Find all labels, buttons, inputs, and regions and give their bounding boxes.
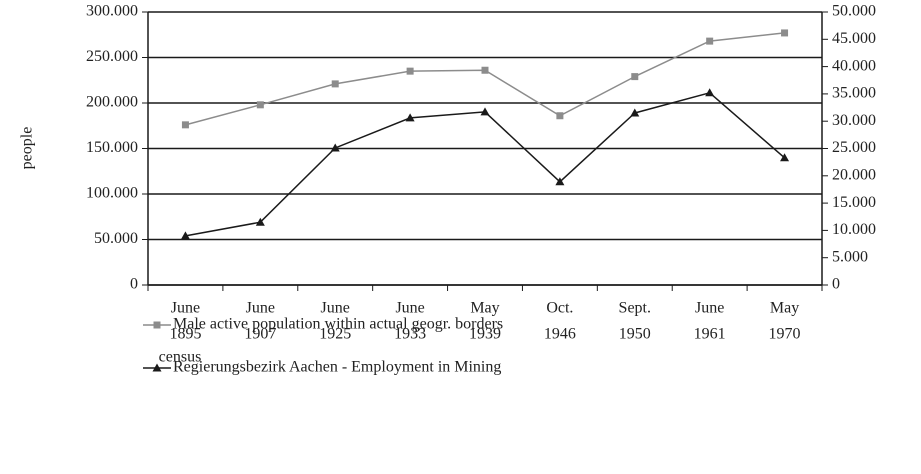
marker xyxy=(180,231,190,240)
x-tick-label: June xyxy=(695,300,724,317)
x-tick-label: 1970 xyxy=(769,326,801,343)
marker xyxy=(480,107,490,116)
x-tick-label: May xyxy=(470,300,499,317)
marker xyxy=(181,121,189,129)
y2-tick-label: 35.000 xyxy=(832,85,876,102)
x-tick-label: 1939 xyxy=(469,326,501,343)
marker xyxy=(406,67,414,75)
y2-tick-label: 25.000 xyxy=(832,139,876,156)
marker xyxy=(405,113,415,122)
marker xyxy=(153,321,161,329)
marker xyxy=(255,217,265,226)
y2-tick-label: 40.000 xyxy=(832,57,876,74)
x-tick-label: June xyxy=(395,300,424,317)
marker xyxy=(706,37,714,45)
x-tick-label: June xyxy=(171,300,200,317)
x-tick-label: Oct. xyxy=(546,300,573,317)
x-tick-label: 1950 xyxy=(619,326,651,343)
y-tick-label: 50.000 xyxy=(94,230,138,247)
y2-tick-label: 5.000 xyxy=(832,248,868,265)
x-tick-label: 1907 xyxy=(244,326,276,343)
marker xyxy=(556,112,564,120)
x-axis-label: census xyxy=(159,349,202,366)
marker xyxy=(256,101,264,109)
y2-tick-label: 45.000 xyxy=(832,30,876,47)
legend-label: Male active population within actual geo… xyxy=(173,316,503,333)
marker xyxy=(555,177,565,186)
x-tick-label: 1895 xyxy=(169,326,201,343)
x-tick-label: Sept. xyxy=(619,300,651,317)
y2-tick-label: 15.000 xyxy=(832,194,876,211)
x-tick-label: 1946 xyxy=(544,326,576,343)
y-tick-label: 250.000 xyxy=(86,48,138,65)
y2-tick-label: 0 xyxy=(832,276,840,293)
x-tick-label: 1933 xyxy=(394,326,426,343)
marker xyxy=(631,73,639,81)
marker xyxy=(780,153,790,162)
marker xyxy=(330,143,340,152)
marker xyxy=(152,363,162,372)
y2-tick-label: 10.000 xyxy=(832,221,876,238)
x-tick-label: 1961 xyxy=(694,326,726,343)
y-tick-label: 0 xyxy=(130,276,138,293)
y-tick-label: 100.000 xyxy=(86,185,138,202)
y-tick-label: 200.000 xyxy=(86,94,138,111)
y2-tick-label: 20.000 xyxy=(832,166,876,183)
x-tick-label: June xyxy=(321,300,350,317)
x-tick-label: 1925 xyxy=(319,326,351,343)
marker xyxy=(781,29,789,37)
marker xyxy=(481,66,489,74)
y2-tick-label: 50.000 xyxy=(832,3,876,20)
marker xyxy=(630,108,640,117)
y2-tick-label: 30.000 xyxy=(832,112,876,129)
x-tick-label: May xyxy=(770,300,799,317)
y-tick-label: 300.000 xyxy=(86,3,138,20)
y-tick-label: 150.000 xyxy=(86,139,138,156)
marker xyxy=(331,80,339,88)
y-axis-label: people xyxy=(19,127,36,170)
legend-label: Regierungsbezirk Aachen - Employment in … xyxy=(173,359,501,376)
x-tick-label: June xyxy=(246,300,275,317)
marker xyxy=(705,88,715,97)
